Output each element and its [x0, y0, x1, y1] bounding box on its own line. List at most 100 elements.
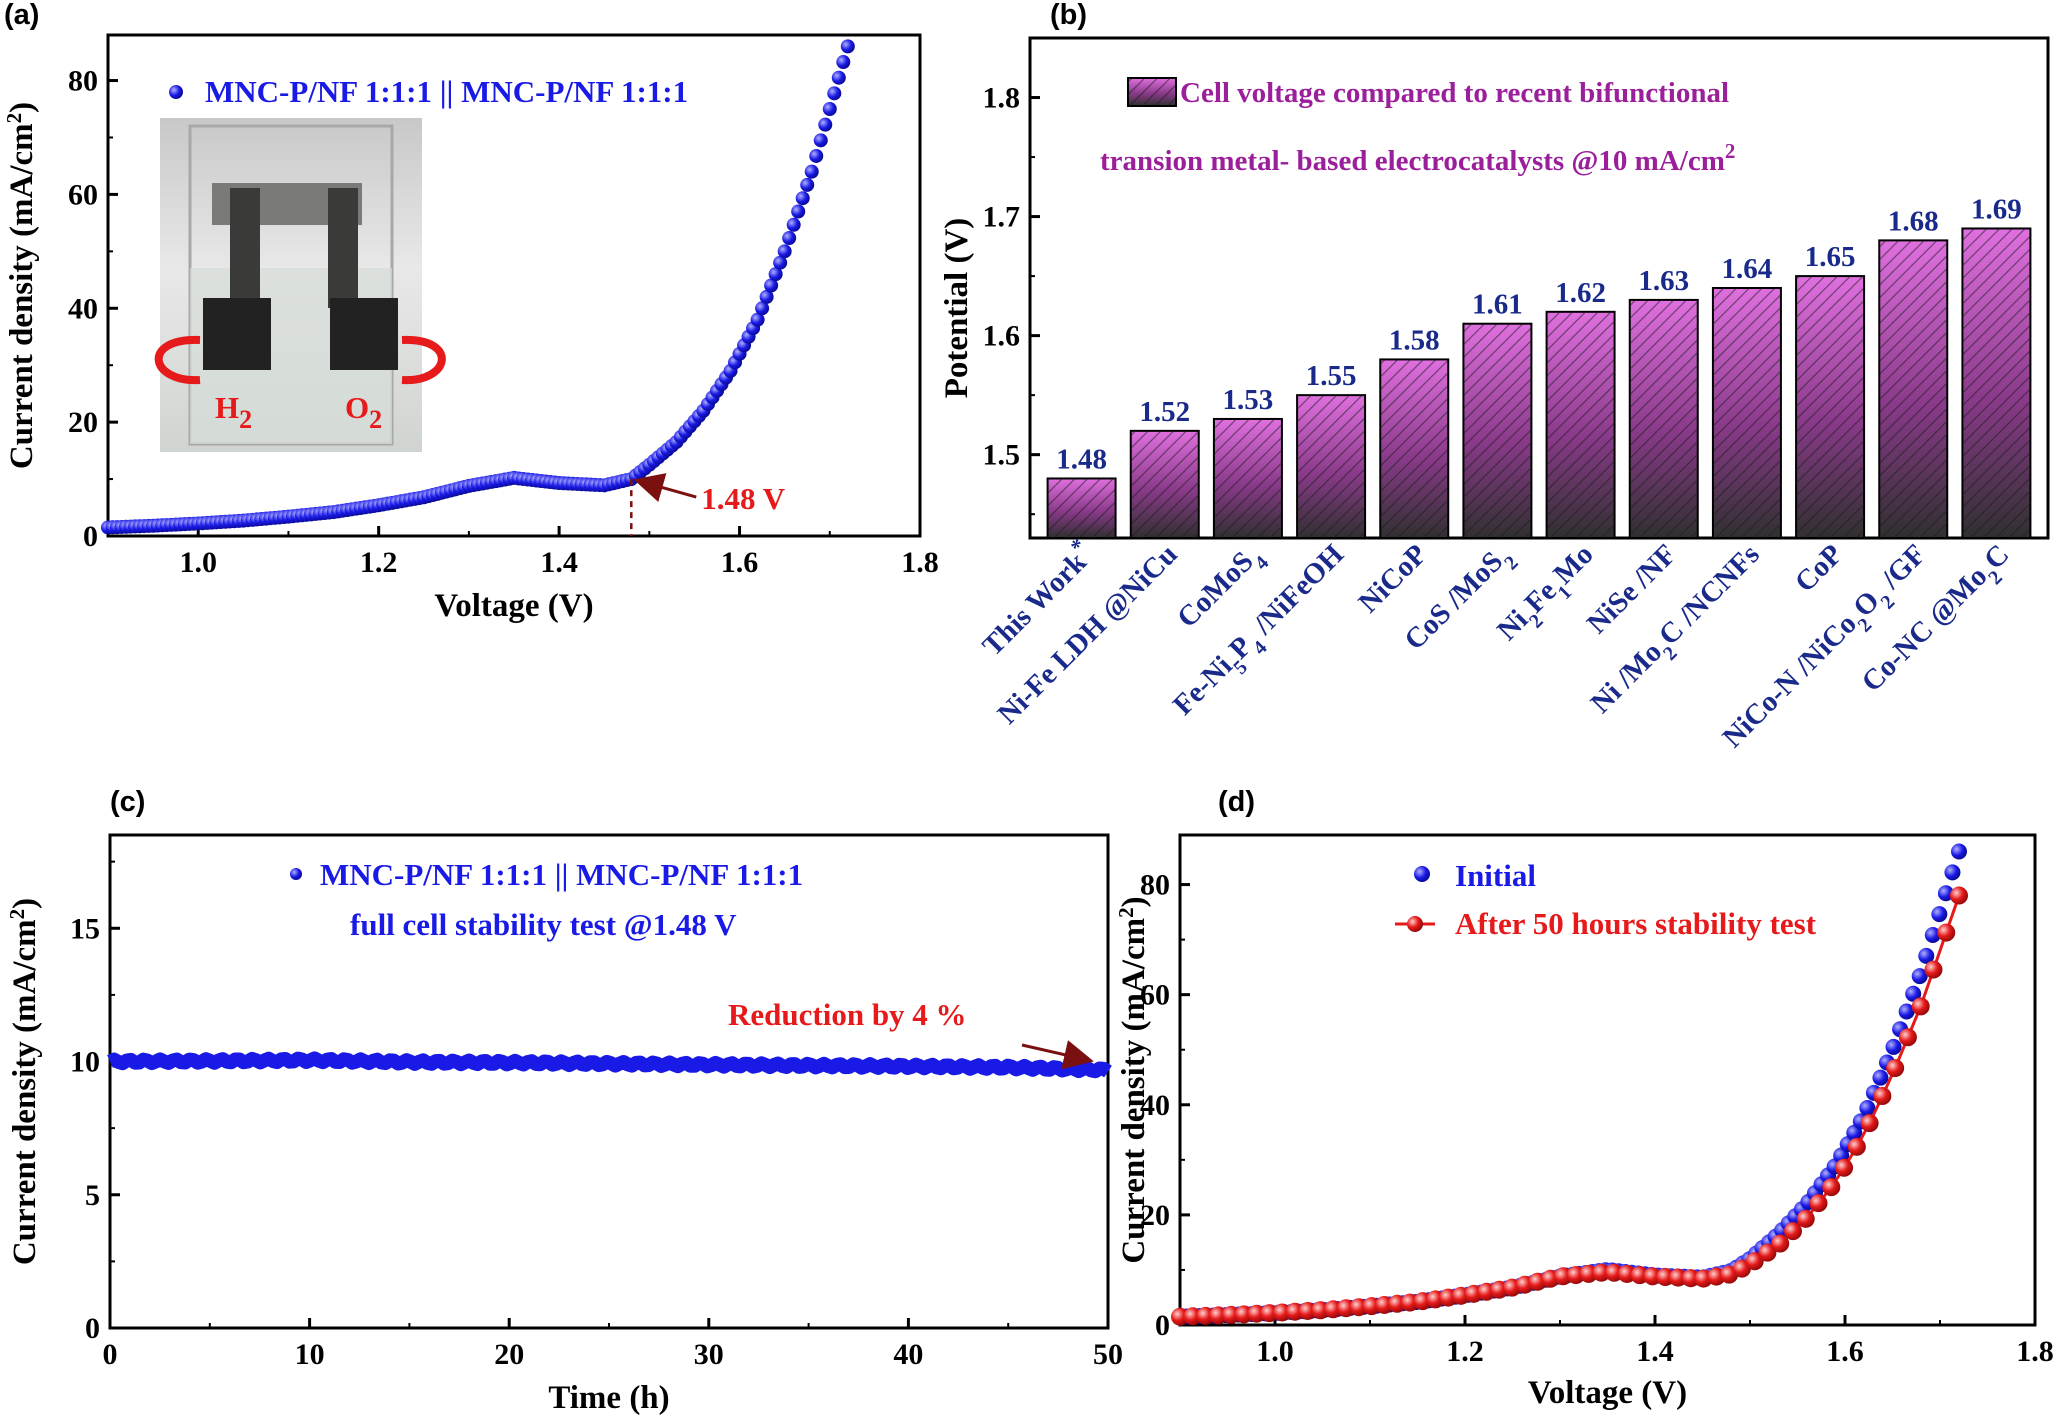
data-point-after — [1273, 1303, 1292, 1322]
x-tick-label-a: 1.6 — [721, 546, 759, 579]
electrode-left — [230, 188, 260, 308]
data-point-after — [1298, 1301, 1317, 1320]
data-point-initial — [1859, 1100, 1876, 1117]
x-tick-label-c: 10 — [295, 1338, 325, 1371]
legend-line1-c: MNC-P/NF 1:1:1 || MNC-P/NF 1:1:1 — [320, 857, 803, 892]
data-point-after — [1950, 886, 1968, 905]
y-axis-title-b: Potential (V) — [939, 218, 975, 399]
data-point-a — [804, 164, 819, 179]
electrode-left-foam — [203, 298, 271, 370]
bar-value-label: 1.64 — [1722, 253, 1773, 285]
data-point-initial — [1905, 985, 1922, 1002]
data-point-after — [1898, 1028, 1917, 1047]
data-point-a — [759, 289, 774, 304]
data-point-initial — [1944, 864, 1961, 881]
data-point-after — [1873, 1087, 1892, 1106]
y-tick-label-a: 20 — [68, 406, 98, 439]
y-tick-label-b: 1.6 — [983, 320, 1021, 353]
data-point-initial — [1931, 906, 1948, 923]
data-point-after — [1656, 1268, 1675, 1287]
data-point-initial — [1898, 1003, 1915, 1020]
data-point-after — [1809, 1194, 1828, 1213]
data-point-after — [1822, 1178, 1841, 1197]
data-point-after — [1847, 1137, 1866, 1156]
legend-marker-initial — [1414, 866, 1430, 882]
category-label: Ni /Mo2C /NCNFs — [1585, 538, 1773, 726]
data-point-after — [1222, 1305, 1241, 1324]
panel-label-c: (c) — [110, 786, 145, 818]
data-point-after — [1796, 1209, 1815, 1228]
y-tick-label-b: 1.7 — [983, 201, 1021, 234]
category-label: Co-NC @Mo2C — [1856, 538, 2022, 704]
y-axis-title-c: Current density (mA/cm2) — [5, 898, 43, 1265]
data-point-a — [800, 177, 815, 192]
x-tick-label-a: 1.2 — [360, 546, 398, 579]
data-point-a — [750, 312, 765, 327]
bar-hatch — [1629, 299, 1698, 538]
annotation-arrow-c — [1021, 1040, 1094, 1070]
data-point-initial — [1951, 843, 1967, 860]
data-point-a — [795, 191, 810, 206]
panel-label-b: (b) — [1050, 0, 1087, 31]
y-axis-title-d: Current density (mA/cm2) — [1114, 896, 1152, 1263]
annotation-label-a: 1.48 V — [701, 481, 785, 516]
y-tick-label-a: 80 — [68, 65, 98, 98]
data-point-a — [822, 102, 837, 117]
bar-value-label: 1.55 — [1306, 360, 1357, 392]
data-point-after — [1924, 960, 1943, 979]
label-h2: H2 — [215, 390, 252, 434]
series-line-after — [1179, 895, 1961, 1319]
x-tick-label-d: 1.8 — [2016, 1335, 2054, 1368]
data-point-after — [1183, 1307, 1202, 1326]
y-tick-label-a: 0 — [83, 520, 98, 553]
data-point-initial — [1918, 947, 1935, 964]
plot-frame-d — [1178, 833, 2037, 1327]
data-point-after — [1234, 1305, 1253, 1324]
y-tick-label-d: 20 — [1140, 1199, 1170, 1232]
annotation-label-c: Reduction by 4 % — [728, 997, 967, 1032]
data-point-after — [1260, 1304, 1279, 1323]
bar-hatch — [1047, 478, 1116, 538]
legend-marker-after — [1407, 916, 1423, 932]
legend-marker-hatch-b — [1128, 78, 1176, 106]
x-tick-label-c: 20 — [494, 1338, 524, 1371]
legend-label-a: MNC-P/NF 1:1:1 || MNC-P/NF 1:1:1 — [205, 74, 688, 109]
legend-line1-b: Cell voltage compared to recent bifuncti… — [1180, 77, 1729, 109]
panel-label-d: (d) — [1218, 786, 1255, 818]
y-tick-label-b: 1.8 — [983, 82, 1021, 115]
legend-line2-c: full cell stability test @1.48 V — [350, 907, 737, 942]
panel-a: 1.0 1.2 1.4 1.6 1.8 0 20 40 60 80 MNC-P/NF 1:1:1 |… — [2, 33, 939, 624]
data-point-after — [1592, 1263, 1611, 1282]
data-point-after — [1171, 1307, 1189, 1326]
data-point-after — [1745, 1252, 1764, 1271]
category-label: NiCoP — [1352, 538, 1433, 619]
data-point-a — [768, 267, 783, 282]
data-point-a — [786, 217, 801, 232]
data-point-a — [813, 133, 828, 148]
bar-hatch — [1130, 430, 1199, 538]
x-tick-label-a: 1.4 — [540, 546, 578, 579]
bar-value-label: 1.53 — [1223, 384, 1274, 416]
bar-hatch — [1213, 418, 1282, 538]
bar-value-label: 1.61 — [1472, 289, 1523, 321]
x-tick-label-d: 1.4 — [1636, 1335, 1674, 1368]
panel-label-a: (a) — [4, 0, 39, 31]
data-point-a — [791, 204, 806, 219]
data-point-after — [1643, 1267, 1662, 1286]
data-point-a — [755, 301, 770, 316]
data-point-initial — [1885, 1038, 1902, 1055]
y-tick-label-d: 0 — [1155, 1309, 1170, 1342]
data-point-after — [1835, 1158, 1854, 1177]
y-tick-label-c: 10 — [70, 1046, 100, 1079]
data-point-a — [777, 244, 792, 259]
bar-hatch — [1962, 228, 2031, 538]
data-point-after — [1669, 1268, 1688, 1287]
data-point-a — [827, 86, 842, 101]
x-axis-title-c: Time (h) — [548, 1380, 669, 1416]
data-point-a — [836, 55, 851, 70]
x-tick-label-d: 1.0 — [1256, 1335, 1294, 1368]
panel-c: 0 10 20 30 40 50 0 5 10 15 MNC-P/NF 1:1:1 || MNC-P… — [5, 833, 1123, 1416]
data-point-a — [782, 231, 797, 246]
bar-value-label: 1.63 — [1638, 265, 1689, 297]
